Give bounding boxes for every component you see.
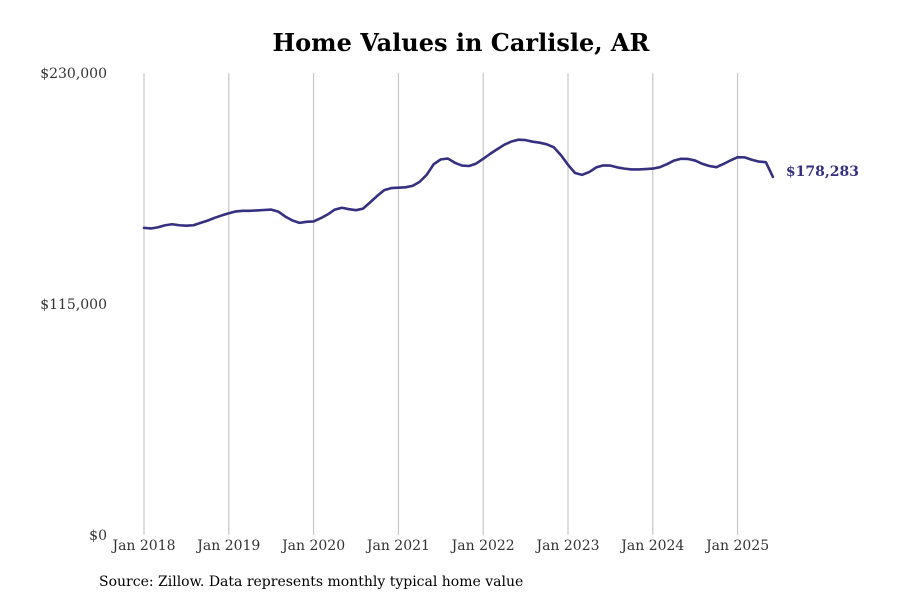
- y-axis-ticks: $0 $115,000 $230,000: [40, 66, 107, 544]
- x-tick-label: Jan 2018: [110, 538, 175, 554]
- source-note: Source: Zillow. Data represents monthly …: [99, 574, 524, 590]
- y-tick-label: $115,000: [40, 297, 107, 313]
- series-line-home-value: [142, 138, 775, 230]
- x-tick-label: Jan 2022: [450, 538, 515, 554]
- chart-title: Home Values in Carlisle, AR: [272, 28, 650, 57]
- x-tick-label: Jan 2021: [365, 538, 430, 554]
- x-axis-ticks: Jan 2018 Jan 2019 Jan 2020 Jan 2021 Jan 2022…: [110, 538, 769, 554]
- x-tick-label: Jan 2025: [704, 538, 769, 554]
- grid-layer: [143, 73, 739, 535]
- x-tick-label: Jan 2019: [195, 538, 260, 554]
- y-tick-label: $0: [89, 528, 107, 544]
- x-tick-label: Jan 2024: [619, 538, 684, 554]
- end-value-label: $178,283: [786, 164, 859, 180]
- x-tick-label: Jan 2020: [280, 538, 345, 554]
- y-tick-label: $230,000: [40, 66, 107, 82]
- x-tick-label: Jan 2023: [534, 538, 599, 554]
